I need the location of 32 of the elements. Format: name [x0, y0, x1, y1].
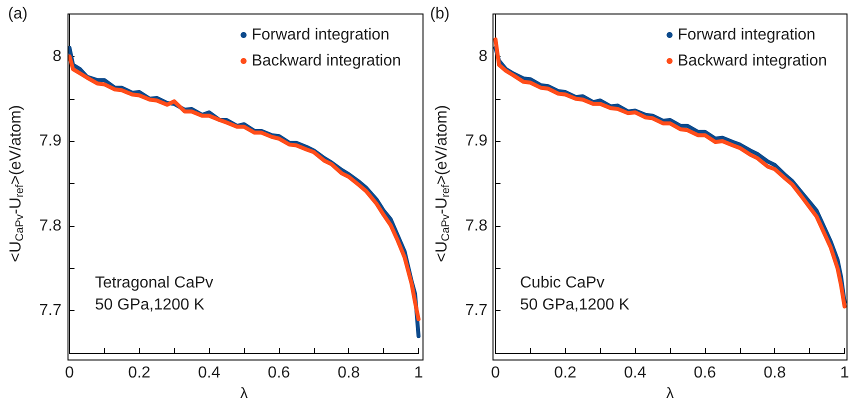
text: (a) — [8, 6, 28, 22]
y-tick-label: 7.9 — [465, 132, 488, 150]
x-tick-label: 0.8 — [764, 364, 786, 382]
y-tick-label: 8 — [478, 48, 488, 65]
x-tick-label: 1 — [840, 364, 850, 382]
x-tick-label: 0.6 — [694, 364, 716, 382]
annotation: Cubic CaPv 50 GPa,1200 K — [520, 274, 630, 314]
y-tick-label: 8 — [52, 48, 62, 65]
x-tick-label: 0 — [65, 364, 74, 382]
annotation: Tetragonal CaPv 50 GPa,1200 K — [95, 274, 214, 314]
x-tick-label: 0.2 — [128, 364, 151, 382]
x-tick-label: 0.2 — [554, 364, 577, 382]
x-tick-label: 0.4 — [624, 364, 646, 382]
y-tick-label: 7.7 — [39, 302, 62, 320]
legend-label: Forward integration — [252, 26, 390, 44]
legend-label: Forward integration — [678, 26, 816, 44]
y-tick-label: 7.8 — [465, 217, 488, 234]
x-axis-title: λ — [240, 385, 248, 402]
x-tick-label: 0.6 — [268, 364, 290, 382]
legend-label: Backward integration — [252, 52, 402, 70]
y-axis-title: <UCaPv-Uref>(eV/atom) — [434, 104, 452, 262]
y-tick-label: 7.9 — [39, 132, 62, 150]
x-tick-label: 1 — [414, 364, 424, 382]
x-tick-label: 0.8 — [338, 364, 360, 382]
y-tick-label: 7.8 — [39, 217, 62, 234]
x-tick-label: 0 — [491, 364, 500, 382]
text: (b) — [430, 6, 450, 22]
y-axis-title: <UCaPv-Uref>(eV/atom) — [8, 104, 26, 262]
x-axis-title: λ — [666, 385, 674, 402]
y-tick-label: 7.7 — [465, 302, 488, 320]
legend-label: Backward integration — [678, 52, 828, 70]
x-tick-label: 0.4 — [198, 364, 220, 382]
